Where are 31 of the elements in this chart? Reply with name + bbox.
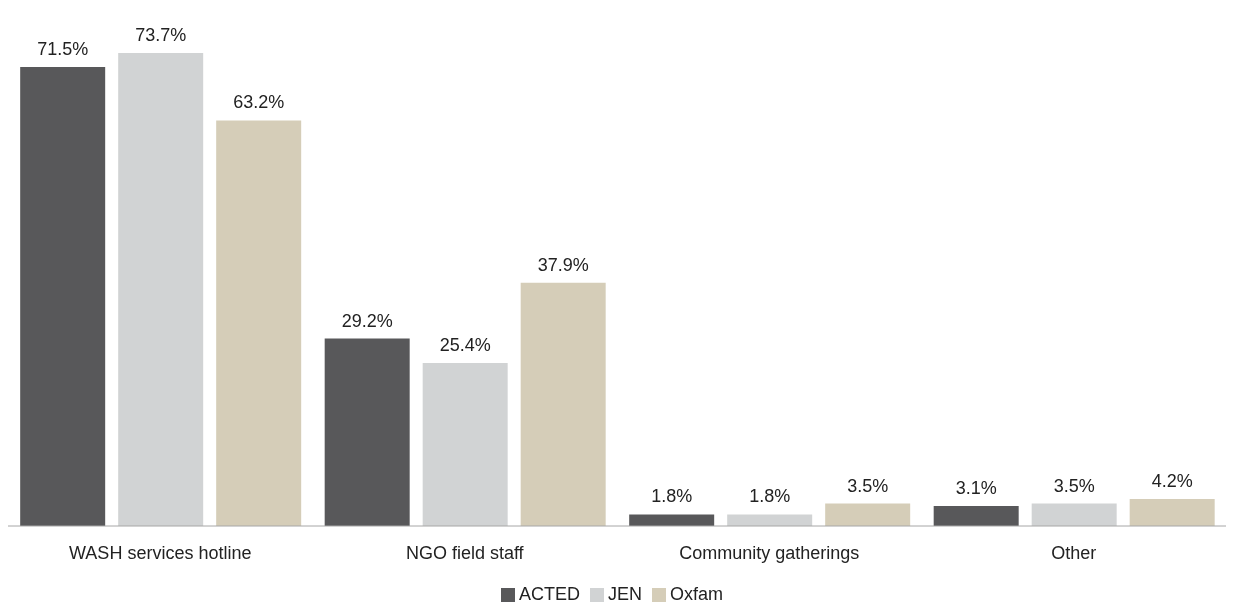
- x-tick-label: Community gatherings: [679, 542, 860, 563]
- data-label: 37.9%: [537, 254, 589, 275]
- bar: [933, 506, 1019, 526]
- bar: [1031, 503, 1117, 526]
- bar: [324, 338, 410, 526]
- bar: [520, 282, 606, 526]
- data-label: 1.8%: [749, 486, 791, 507]
- bar: [727, 514, 813, 526]
- data-label: 3.5%: [1053, 475, 1095, 496]
- x-tick-label: WASH services hotline: [69, 542, 252, 563]
- legend-label: Oxfam: [670, 584, 724, 604]
- data-label: 71.5%: [37, 39, 89, 60]
- data-label: 1.8%: [651, 486, 693, 507]
- bar: [825, 503, 911, 526]
- legend-label: JEN: [607, 584, 642, 604]
- data-label: 3.1%: [955, 478, 997, 499]
- bar: [216, 120, 302, 526]
- data-label: 3.5%: [847, 475, 889, 496]
- x-tick-label: Other: [1051, 542, 1097, 563]
- bar: [1129, 499, 1215, 526]
- data-label: 25.4%: [439, 334, 491, 355]
- bar: [118, 53, 204, 526]
- bar: [422, 362, 508, 526]
- data-label: 4.2%: [1151, 471, 1193, 492]
- data-label: 63.2%: [233, 92, 285, 113]
- legend-label: ACTED: [518, 584, 580, 604]
- x-tick-label: NGO field staff: [405, 542, 525, 563]
- bar: [629, 514, 715, 526]
- bar: [20, 67, 106, 526]
- data-label: 29.2%: [341, 310, 393, 331]
- data-label: 73.7%: [135, 25, 187, 45]
